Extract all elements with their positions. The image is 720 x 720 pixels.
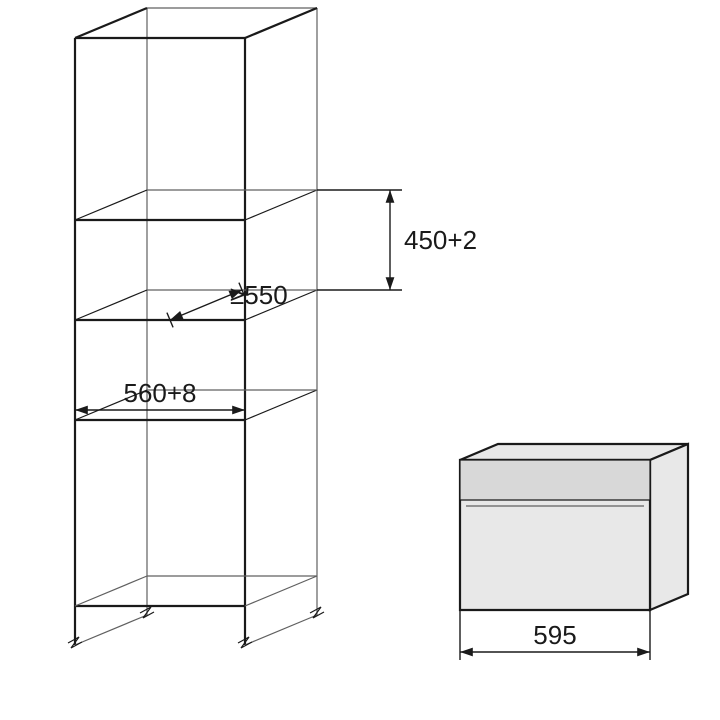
dim-appliance-width-label: 595 — [533, 620, 576, 650]
cabinet — [68, 8, 324, 648]
installation-diagram: 450+2 ≥550 560+8 595 — [0, 0, 720, 720]
dim-width-label: 560+8 — [123, 378, 196, 408]
dim-height-label: 450+2 — [404, 225, 477, 255]
dim-height — [317, 190, 402, 290]
dim-depth-label: ≥550 — [230, 280, 288, 310]
